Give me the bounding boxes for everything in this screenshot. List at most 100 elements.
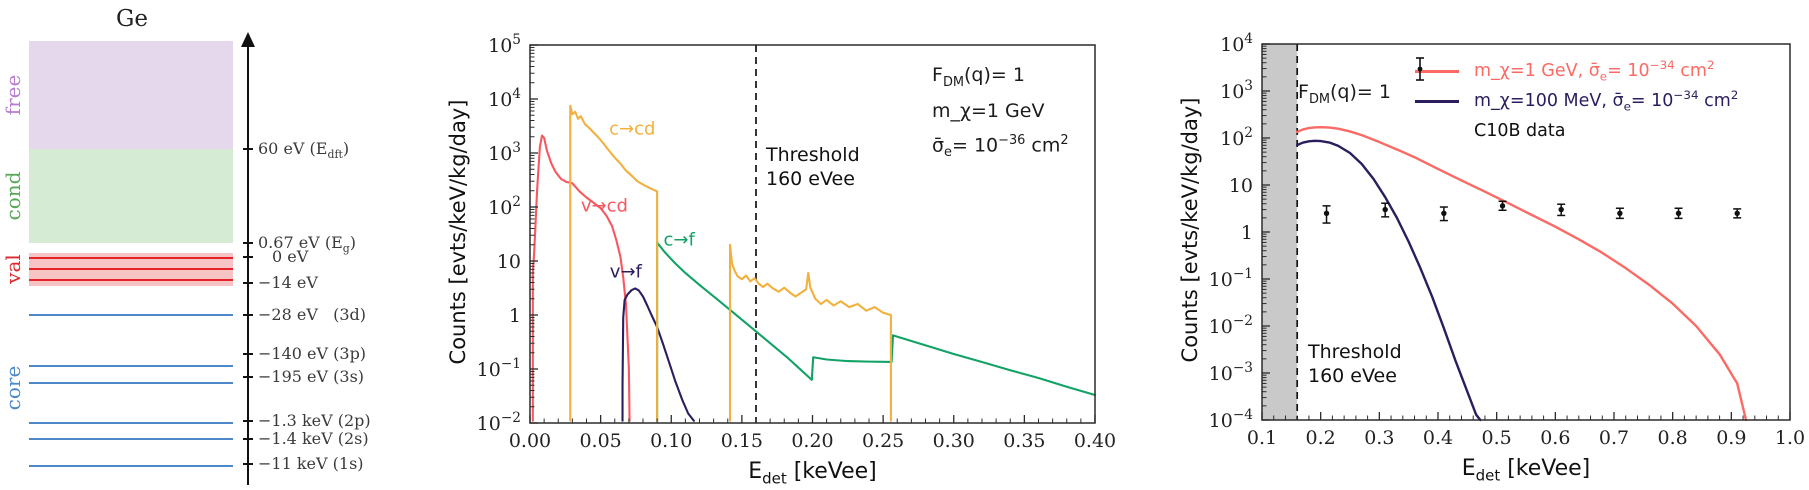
series-c→cd	[569, 104, 659, 422]
energy-axis	[247, 44, 249, 485]
tick-label: 0.3	[1364, 427, 1394, 449]
energy-tick	[243, 314, 253, 316]
energy-level-label: 0.67 eV (Eg)	[258, 233, 356, 256]
energy-tick	[243, 148, 253, 150]
tick-label: 1	[1241, 222, 1253, 244]
series-v→cd	[531, 134, 631, 422]
tick-label: 0.35	[1003, 430, 1045, 452]
legend-line-swatch	[1415, 69, 1459, 73]
energy-level-label: 60 eV (Edft)	[258, 139, 350, 162]
tick-label: 0.4	[1423, 427, 1453, 449]
right-plot-axes: 0.1 0.2 0.3 0.4 0.5 0.6 0.7 0.8 0.9 1.0 10−4 10−3 10…	[1178, 31, 1805, 484]
energy-level-label: −195 eV (3s)	[258, 367, 365, 386]
energy-level-label: −1.4 keV (2s)	[258, 429, 369, 448]
legend-swatch	[1414, 69, 1460, 73]
level-line-core	[29, 314, 233, 317]
data-point	[1323, 210, 1330, 216]
annotation-block: FDM(q)= 1 m_χ=1 GeV σ̄e= 10−36 cm2	[932, 64, 1069, 160]
band-label-core: core	[1, 365, 25, 411]
legend-line-swatch	[1415, 99, 1459, 103]
tick-label: 10−4	[1209, 407, 1254, 432]
curve-label-v→cd: v→cd	[580, 195, 628, 217]
tick-label: 102	[488, 194, 521, 219]
level-line-core	[29, 422, 233, 425]
tick-label: 1.0	[1775, 427, 1805, 449]
tick-label: 0.20	[791, 430, 833, 452]
x-axis-title: Edet [keVee]	[748, 459, 877, 488]
tick-label: 0.15	[721, 430, 763, 452]
legend-swatch	[1414, 99, 1460, 103]
ge-energy-level-diagram: Ge free cond val core 60 eV (Edft) 0.67 eV (Eg…	[0, 0, 440, 490]
middle-plot-axes: 0.00 0.05 0.10 0.15 0.20 0.25 0.30 0.35 0.40 10−2…	[446, 32, 1117, 487]
data-point	[1558, 206, 1564, 213]
series-mchi 100 MeV	[1296, 139, 1482, 422]
energy-level-label: −140 eV (3p)	[258, 344, 367, 363]
tick-label: 10−1	[1209, 266, 1253, 291]
level-line-core	[29, 438, 233, 441]
x-axis-title: Edet [keVee]	[1461, 456, 1591, 485]
plot-svg: 0.1 0.2 0.3 0.4 0.5 0.6 0.7 0.8 0.9 1.0 10−4 10−3 10…	[1209, 31, 1805, 449]
y-axis-title: Counts [evts/keV/kg/day]	[446, 99, 470, 365]
tick-label: 10−2	[1209, 313, 1253, 338]
level-line-val	[29, 279, 233, 282]
tick-label: 10−3	[1209, 360, 1253, 385]
plot-svg: 0.00 0.05 0.10 0.15 0.20 0.25 0.30 0.35 0.40 10−2…	[477, 32, 1117, 452]
curve-label-v→f: v→f	[609, 261, 642, 283]
band-free	[29, 41, 233, 149]
tick-label: 10−2	[477, 410, 521, 435]
tick-label: 0.6	[1540, 427, 1570, 449]
tick-label: 10−1	[477, 356, 521, 381]
energy-tick	[243, 420, 253, 422]
series-c→f	[656, 241, 1097, 422]
legend-label: C10B data	[1474, 121, 1566, 141]
data-point	[1675, 210, 1682, 216]
diagram-title: Ge	[116, 6, 148, 32]
annotation-block: FDM(q)= 1	[1298, 81, 1391, 107]
data-point	[1734, 210, 1740, 216]
threshold-label: Threshold 160 eVee	[766, 144, 860, 190]
energy-level-label: −11 keV (1s)	[258, 454, 364, 473]
data-point	[1441, 210, 1447, 216]
energy-tick	[243, 282, 253, 284]
tick-label: 10	[1229, 175, 1253, 197]
energy-axis-arrowhead	[241, 32, 255, 47]
data-point	[1617, 210, 1623, 216]
energy-level-label: −1.3 keV (2p)	[258, 411, 371, 430]
legend-errorbar-swatch	[1416, 57, 1424, 81]
data-point	[1499, 203, 1506, 209]
data-point	[1382, 206, 1388, 213]
level-line-core	[29, 382, 233, 385]
tick-label: 1	[509, 305, 521, 327]
level-line-val	[29, 257, 233, 260]
curve-label-c→f: c→f	[663, 229, 695, 251]
curve-label-c→cd: c→cd	[609, 118, 656, 140]
y-axis-title: Counts [evts/keV/kg/day]	[1178, 97, 1202, 363]
energy-tick	[243, 353, 253, 355]
tick-label: 0.9	[1716, 427, 1746, 449]
tick-label: 0.10	[650, 430, 692, 452]
level-line-core	[29, 465, 233, 468]
tick-label: 104	[488, 86, 521, 111]
band-label-val: val	[1, 254, 25, 284]
tick-label: 10	[497, 251, 521, 273]
legend-entry: m_χ=100 MeV, σ̄e= 10−34 cm2	[1414, 86, 1738, 116]
tick-label: 0.7	[1599, 427, 1629, 449]
legend-entry: m_χ=1 GeV, σ̄e= 10−34 cm2	[1414, 56, 1738, 86]
band-cond	[29, 149, 233, 243]
tick-label: 0.30	[933, 430, 975, 452]
tick-label: 0.8	[1658, 427, 1688, 449]
series-v→f	[621, 287, 695, 422]
legend-label: m_χ=1 GeV, σ̄e= 10−34 cm2	[1474, 58, 1715, 84]
energy-level-label: −28 eV (3d)	[258, 305, 367, 324]
energy-level-label: 0 eV	[272, 247, 309, 266]
tick-label: 0.00	[509, 430, 551, 452]
tick-label: 103	[1220, 78, 1253, 103]
tick-label: 0.2	[1306, 427, 1336, 449]
energy-tick	[243, 463, 253, 465]
tick-label: 102	[1220, 125, 1253, 150]
tick-label: 105	[488, 32, 521, 57]
energy-tick	[243, 242, 253, 244]
tick-label: 0.05	[579, 430, 621, 452]
tick-label: 0.40	[1074, 430, 1116, 452]
